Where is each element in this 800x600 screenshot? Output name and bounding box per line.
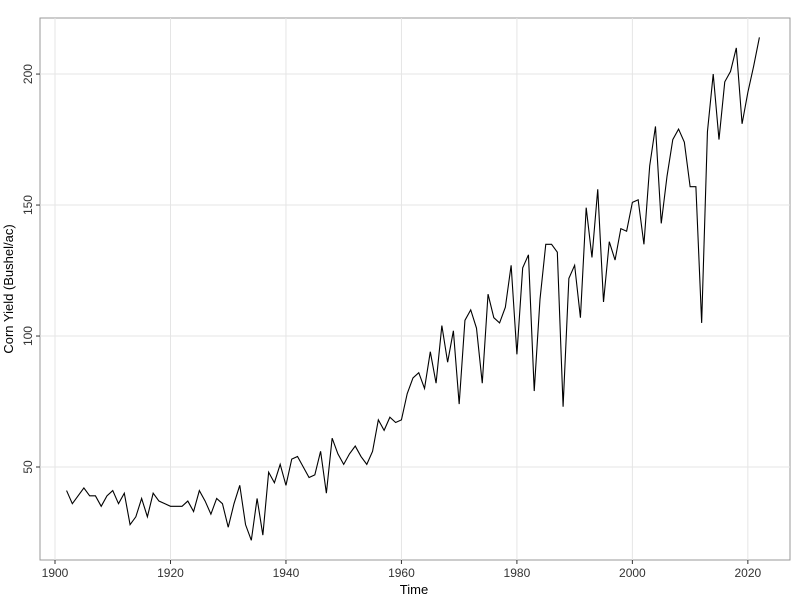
x-tick-label: 1920 xyxy=(157,566,184,580)
y-tick-label: 100 xyxy=(21,326,35,346)
y-tick-label: 50 xyxy=(21,460,35,474)
x-tick-label: 1960 xyxy=(388,566,415,580)
x-tick-label: 1940 xyxy=(273,566,300,580)
y-tick-label: 150 xyxy=(21,195,35,215)
x-tick-label: 2000 xyxy=(619,566,646,580)
y-axis-title: Corn Yield (Bushel/ac) xyxy=(1,224,16,353)
x-tick-label: 1980 xyxy=(504,566,531,580)
x-axis-title: Time xyxy=(400,582,428,597)
x-tick-label: 1900 xyxy=(42,566,69,580)
data-line xyxy=(66,37,760,541)
x-tick-label: 2020 xyxy=(735,566,762,580)
plot-panel xyxy=(39,17,791,561)
y-tick-label: 200 xyxy=(21,64,35,84)
